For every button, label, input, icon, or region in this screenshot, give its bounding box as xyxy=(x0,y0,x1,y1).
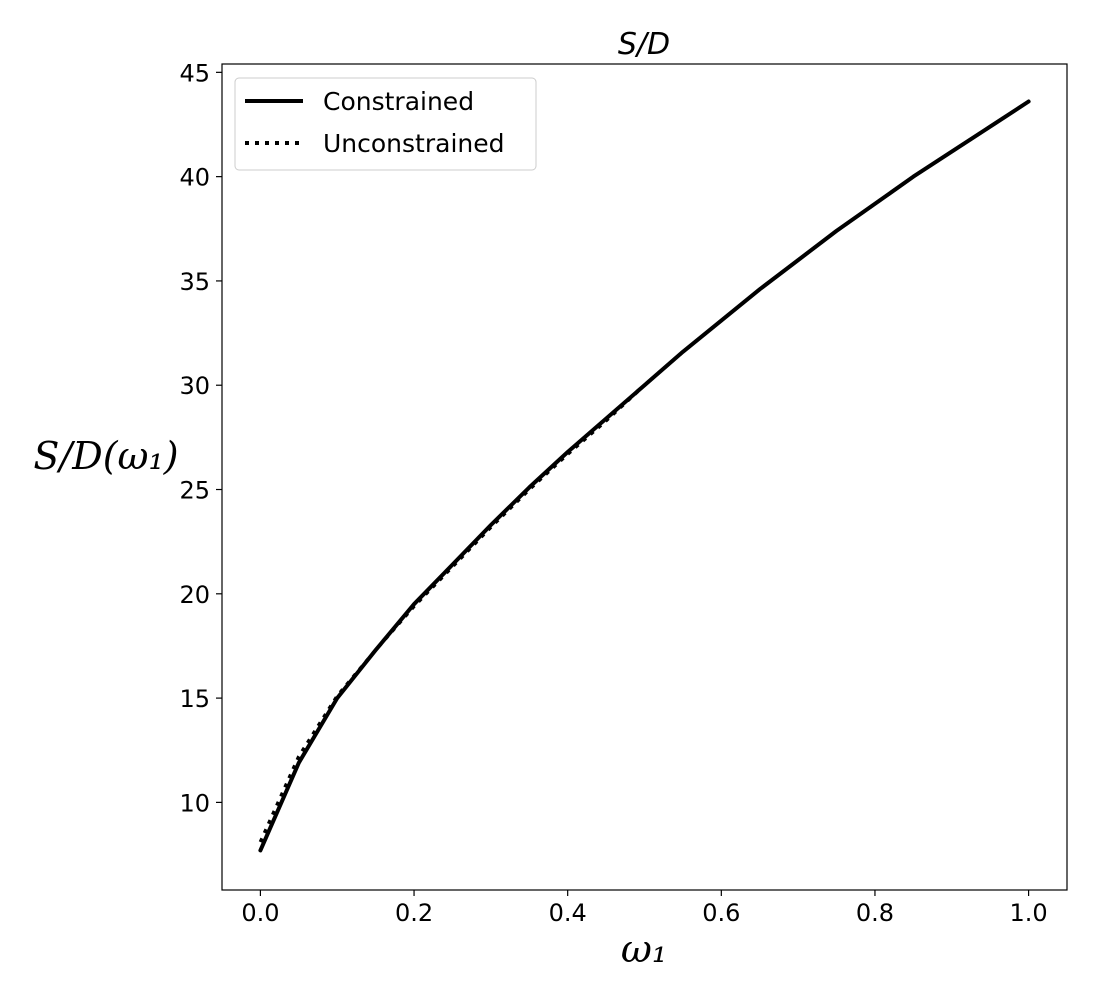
y-tick-label: 10 xyxy=(179,789,210,817)
y-tick-label: 45 xyxy=(179,59,210,87)
legend-label-unconstrained: Unconstrained xyxy=(323,129,505,158)
y-tick-label: 20 xyxy=(179,581,210,609)
x-tick-label: 0.4 xyxy=(549,899,587,927)
x-axis: 0.0 0.2 0.4 0.6 0.8 1.0 xyxy=(241,890,1048,927)
x-tick-label: 0.8 xyxy=(856,899,894,927)
x-tick-label: 0.2 xyxy=(395,899,433,927)
legend-label-constrained: Constrained xyxy=(323,87,474,116)
legend-box xyxy=(234,77,537,171)
y-axis-label: S/D(ω₁) xyxy=(33,434,178,478)
x-tick-label: 0.0 xyxy=(241,899,279,927)
y-tick-label: 30 xyxy=(179,372,210,400)
chart-title: S/D xyxy=(618,27,670,62)
series-line-constrained xyxy=(258,99,1031,853)
x-axis-label: ω₁ xyxy=(621,927,667,971)
plot-area xyxy=(221,63,1068,891)
y-tick-label: 35 xyxy=(179,268,210,296)
x-tick-label: 1.0 xyxy=(1010,899,1048,927)
y-axis: 10 15 20 25 30 35 40 45 xyxy=(179,59,222,817)
plot-lines xyxy=(258,99,1031,853)
y-tick-label: 25 xyxy=(179,477,210,505)
legend: Constrained Unconstrained xyxy=(234,77,537,171)
y-tick-label: 40 xyxy=(179,164,210,192)
y-tick-label: 15 xyxy=(179,685,210,713)
x-tick-label: 0.6 xyxy=(702,899,740,927)
